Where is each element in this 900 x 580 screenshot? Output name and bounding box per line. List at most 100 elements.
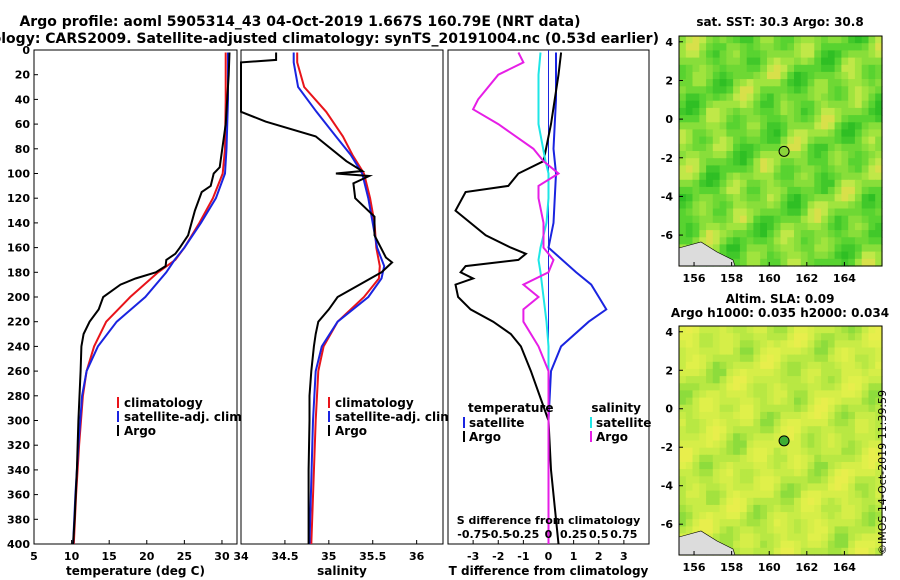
map-cell bbox=[787, 462, 795, 470]
map-cell bbox=[753, 368, 761, 377]
map-cell bbox=[699, 36, 707, 44]
map-cell bbox=[692, 201, 700, 210]
map-cell bbox=[712, 404, 721, 413]
map-cell bbox=[685, 237, 694, 246]
map-cell bbox=[807, 533, 815, 542]
map-cell bbox=[679, 172, 687, 181]
map-cell bbox=[726, 512, 734, 520]
map-cell bbox=[692, 368, 700, 377]
map-cell bbox=[719, 333, 727, 341]
map-cell bbox=[854, 100, 863, 109]
map-cell bbox=[868, 454, 876, 463]
map-cell bbox=[848, 158, 856, 166]
map-cell bbox=[841, 230, 849, 238]
map-cell bbox=[699, 526, 707, 535]
map-cell bbox=[814, 390, 822, 399]
map-cell bbox=[814, 368, 822, 377]
map-cell bbox=[746, 426, 755, 434]
map-cell bbox=[679, 519, 687, 527]
map-cell bbox=[861, 165, 870, 174]
map-cell bbox=[794, 419, 802, 427]
map-cell bbox=[685, 194, 694, 202]
map-cell bbox=[780, 258, 788, 267]
map-cell bbox=[821, 36, 829, 44]
map-cell bbox=[800, 143, 809, 152]
map-cell bbox=[827, 93, 836, 102]
map-cell bbox=[739, 115, 748, 123]
map-frame bbox=[678, 35, 883, 267]
map-cell bbox=[787, 397, 795, 406]
map-cell bbox=[780, 397, 788, 406]
map-cell bbox=[794, 462, 802, 470]
map-cell bbox=[814, 462, 822, 470]
map-cell bbox=[848, 483, 856, 492]
map-cell bbox=[841, 411, 849, 420]
map-cell bbox=[706, 79, 714, 87]
map-cell bbox=[726, 533, 734, 542]
map-cell bbox=[841, 512, 849, 520]
map-cell bbox=[834, 390, 842, 399]
map-cell bbox=[814, 440, 822, 449]
map-cell bbox=[787, 201, 795, 210]
map-cell bbox=[868, 36, 876, 44]
map-cell bbox=[780, 186, 788, 195]
map-cell bbox=[753, 122, 761, 131]
map-cell bbox=[861, 143, 870, 152]
map-cell bbox=[706, 512, 714, 520]
map-cell bbox=[746, 368, 755, 377]
map-cell bbox=[760, 383, 768, 392]
map-cell bbox=[848, 447, 856, 456]
map-cell bbox=[699, 107, 707, 116]
map-cell bbox=[848, 79, 856, 87]
map-cell bbox=[733, 340, 741, 349]
map-cell bbox=[719, 244, 727, 253]
map-cell bbox=[760, 347, 768, 356]
map-cell bbox=[787, 215, 795, 224]
map-cell bbox=[854, 194, 863, 202]
map-cell bbox=[787, 469, 795, 477]
map-cell bbox=[712, 165, 721, 174]
map-cell bbox=[773, 426, 782, 434]
y-tick-label: 280 bbox=[7, 390, 30, 403]
map-cell bbox=[800, 194, 809, 202]
map-cell bbox=[854, 186, 863, 195]
map-cell bbox=[739, 440, 748, 449]
map-cell bbox=[848, 340, 856, 349]
map-cell bbox=[706, 390, 714, 399]
map-cell bbox=[746, 165, 755, 174]
map-cell bbox=[861, 404, 870, 413]
map-cell bbox=[834, 462, 842, 470]
map-cell bbox=[787, 100, 795, 109]
map-cell bbox=[712, 354, 721, 363]
map-cell bbox=[699, 194, 707, 202]
map-cell bbox=[767, 361, 775, 370]
map-cell bbox=[821, 222, 829, 231]
map-cell bbox=[868, 433, 876, 442]
map-cell bbox=[726, 143, 734, 152]
map-cell bbox=[767, 230, 775, 238]
map-cell bbox=[773, 115, 782, 123]
map-cell bbox=[753, 419, 761, 427]
map-cell bbox=[780, 469, 788, 477]
map-cell bbox=[767, 64, 775, 73]
map-cell bbox=[854, 215, 863, 224]
map-cell bbox=[699, 419, 707, 427]
map-cell bbox=[807, 326, 815, 334]
map-cell bbox=[875, 122, 883, 131]
map-cell bbox=[712, 158, 721, 166]
map-cell bbox=[760, 251, 768, 260]
map-cell bbox=[854, 115, 863, 123]
map-cell bbox=[719, 361, 727, 370]
map-cell bbox=[854, 201, 863, 210]
map-cell bbox=[733, 201, 741, 210]
map-cell bbox=[861, 172, 870, 181]
map-cell bbox=[800, 222, 809, 231]
map-cell bbox=[726, 208, 734, 217]
map-cell bbox=[699, 50, 707, 59]
map-cell bbox=[739, 540, 748, 549]
map-cell bbox=[787, 251, 795, 260]
map-cell bbox=[767, 122, 775, 131]
y-tick-label: 320 bbox=[7, 439, 30, 452]
map-cell bbox=[760, 476, 768, 485]
map-cell bbox=[753, 326, 761, 334]
